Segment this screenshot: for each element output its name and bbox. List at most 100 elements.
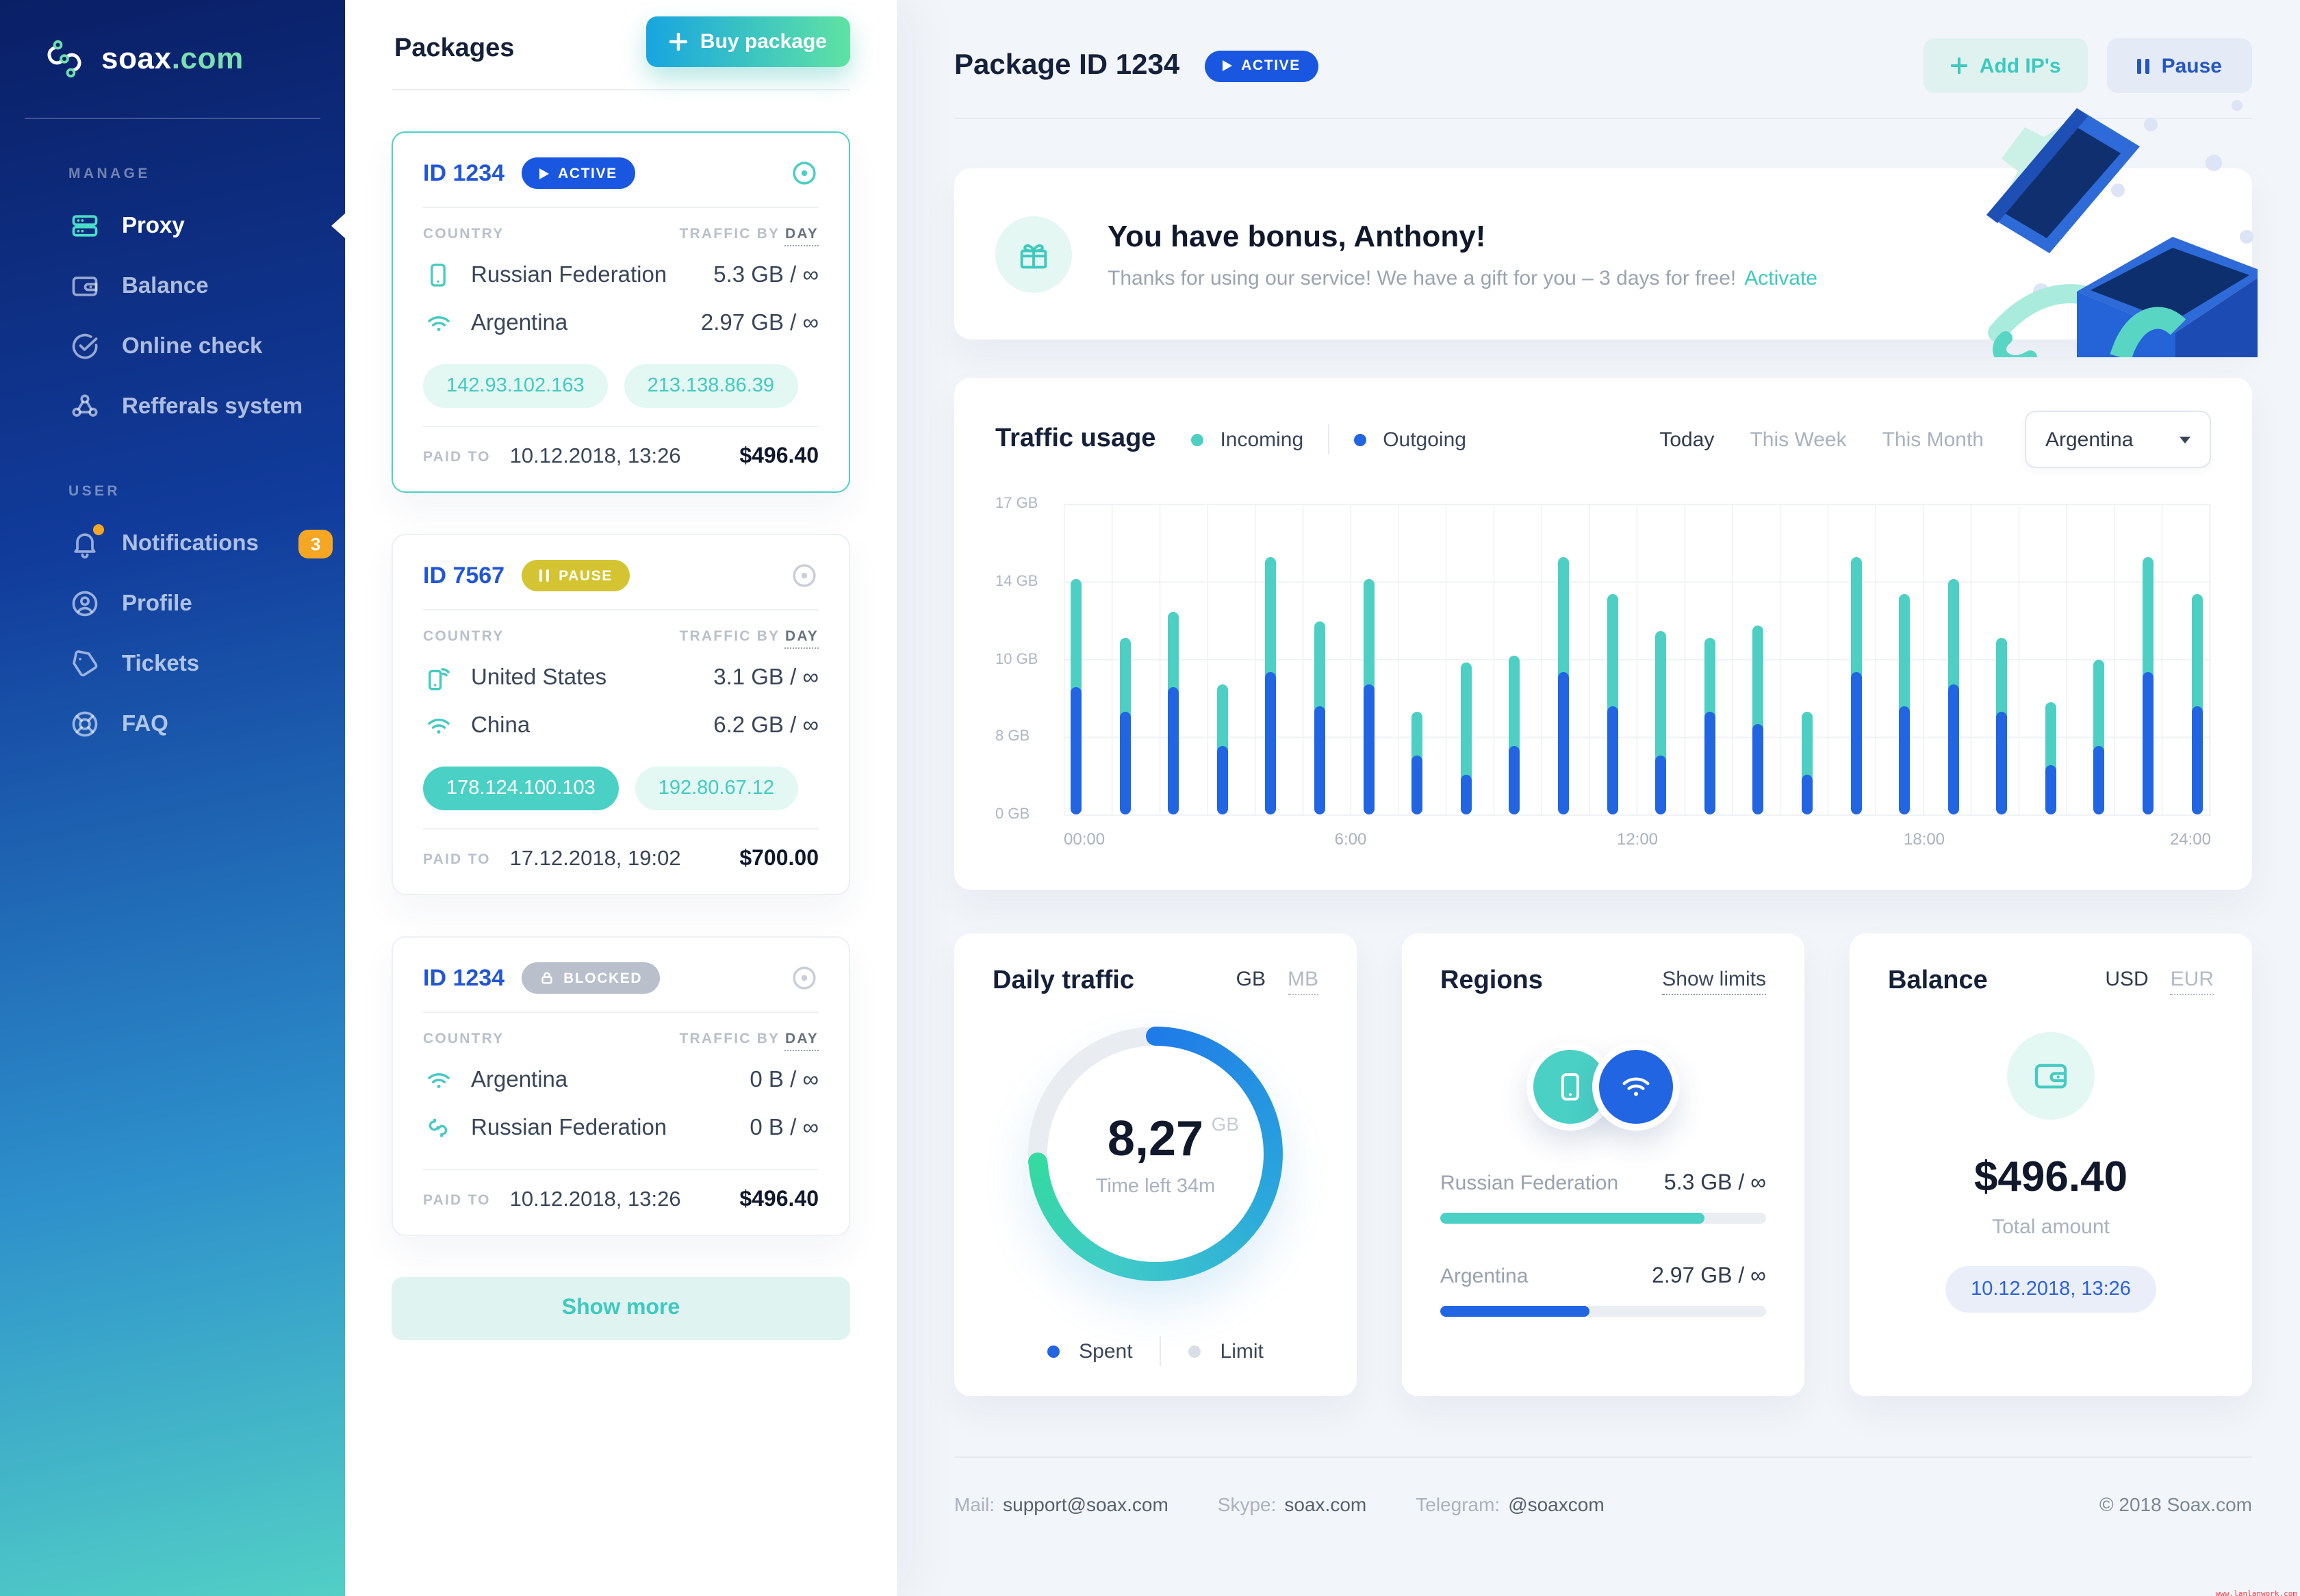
copyright: © 2018 Soax.com <box>2099 1493 2252 1515</box>
traffic-mode-toggle[interactable]: DAY <box>784 226 819 246</box>
tab-this-week[interactable]: This Week <box>1750 428 1847 451</box>
country-column-label: COUNTRY <box>423 628 504 645</box>
footer-telegram: Telegram: @soaxcom <box>1416 1493 1605 1515</box>
outgoing-legend-label: Outgoing <box>1383 428 1466 451</box>
currency-usd-toggle[interactable]: USD <box>2105 968 2149 991</box>
region-name: Russian Federation <box>1440 1172 1619 1195</box>
ip-chip[interactable]: 192.80.67.12 <box>635 767 798 810</box>
wifi-icon <box>423 1065 453 1095</box>
tab-today[interactable]: Today <box>1659 428 1715 451</box>
mobile-icon <box>423 260 453 290</box>
activate-link[interactable]: Activate <box>1744 266 1817 289</box>
play-icon <box>1222 60 1232 71</box>
traffic-column-label: TRAFFIC BY DAY <box>679 1031 819 1051</box>
traffic-mode-toggle[interactable]: DAY <box>784 1031 819 1051</box>
traffic-usage-title: Traffic usage <box>995 424 1156 453</box>
traffic-bar <box>1607 504 1618 814</box>
mail-link[interactable]: support@soax.com <box>1003 1493 1168 1515</box>
sidebar-item-label: Refferals system <box>122 394 303 418</box>
sidebar-section-user: USER <box>68 483 120 500</box>
country-row: United States 3.1 GB / ∞ <box>423 662 819 693</box>
chart-bars <box>1064 504 2210 814</box>
wallet-icon <box>68 270 101 303</box>
telegram-link[interactable]: @soaxcom <box>1508 1493 1605 1515</box>
skype-link[interactable]: soax.com <box>1284 1493 1367 1515</box>
spent-legend-dot <box>1047 1345 1060 1357</box>
ip-chip[interactable]: 142.93.102.163 <box>423 364 608 408</box>
sidebar-item-tickets[interactable]: Tickets <box>0 634 345 694</box>
unit-mb-toggle[interactable]: MB <box>1288 968 1318 995</box>
header-divider <box>954 118 2252 119</box>
package-card-blocked[interactable]: ID 1234 BLOCKED COUNTRY TRAFFIC BY DAY A… <box>392 936 850 1236</box>
x-axis: 00:00 6:00 12:00 18:00 24:00 <box>1064 829 2211 865</box>
show-limits-link[interactable]: Show limits <box>1662 968 1766 995</box>
buy-package-button[interactable]: Buy package <box>646 16 850 67</box>
package-card-active[interactable]: ID 1234 ACTIVE COUNTRY TRAFFIC BY DAY Ru… <box>392 131 850 493</box>
mobile-wifi-icon <box>423 662 453 693</box>
divider <box>423 828 819 829</box>
divider <box>423 609 819 610</box>
pause-package-button[interactable]: Pause <box>2107 38 2252 93</box>
traffic-bar <box>1363 504 1375 814</box>
country-traffic: 0 B / ∞ <box>750 1115 819 1140</box>
sidebar-item-proxy[interactable]: Proxy <box>0 196 345 256</box>
ip-chip[interactable]: 213.138.86.39 <box>624 364 798 408</box>
country-row: Argentina 0 B / ∞ <box>423 1065 819 1095</box>
plus-icon <box>669 33 688 51</box>
notification-badge: 3 <box>298 529 333 558</box>
sidebar-divider <box>25 118 320 119</box>
unit-gb-toggle[interactable]: GB <box>1236 968 1266 991</box>
notification-dot <box>93 524 104 535</box>
tab-this-month[interactable]: This Month <box>1882 428 1984 451</box>
logo[interactable]: soax.com <box>0 0 345 112</box>
region-select[interactable]: Argentina <box>2025 411 2211 468</box>
traffic-bar <box>1655 504 1667 814</box>
traffic-bar <box>2143 504 2154 814</box>
package-select-radio[interactable] <box>790 159 819 188</box>
legend-separator <box>1160 1336 1162 1366</box>
sidebar: soax.com MANAGE Proxy Balance <box>0 0 345 1596</box>
package-id: ID 1234 <box>423 159 505 185</box>
region-progress-bar <box>1440 1213 1766 1224</box>
lock-icon <box>539 970 554 986</box>
sidebar-item-notifications[interactable]: Notifications 3 <box>0 513 345 574</box>
wifi-icon <box>423 308 453 338</box>
user-icon <box>68 587 101 620</box>
wifi-icon <box>423 710 453 741</box>
balance-card: Balance USD EUR $496.40 Total amount 10. <box>1850 934 2252 1396</box>
sidebar-item-refferals[interactable]: Refferals system <box>0 376 345 437</box>
wallet-icon <box>2007 1032 2095 1120</box>
tag-icon <box>68 647 101 680</box>
balance-title: Balance <box>1888 966 1988 995</box>
traffic-mode-toggle[interactable]: DAY <box>784 628 819 649</box>
paid-date: 10.12.2018, 13:26 <box>509 445 681 468</box>
package-card-pause[interactable]: ID 7567 PAUSE COUNTRY TRAFFIC BY DAY Uni… <box>392 534 850 895</box>
paid-to-label: PAID TO <box>423 851 491 868</box>
x-axis-tick: 00:00 <box>1064 829 1106 849</box>
country-name: Argentina <box>471 310 568 335</box>
traffic-bar <box>2093 504 2105 814</box>
add-ips-button[interactable]: Add IP's <box>1923 38 2088 93</box>
traffic-bar <box>1314 504 1325 814</box>
limit-legend-dot <box>1188 1345 1201 1357</box>
ip-chip-selected[interactable]: 178.124.100.103 <box>423 767 619 810</box>
balance-date-pill: 10.12.2018, 13:26 <box>1945 1266 2157 1313</box>
traffic-bar <box>1509 504 1520 814</box>
show-more-button[interactable]: Show more <box>392 1277 850 1340</box>
soax-logo-icon <box>41 36 88 82</box>
sidebar-item-balance[interactable]: Balance <box>0 256 345 316</box>
lifebuoy-icon <box>68 708 101 741</box>
country-traffic: 5.3 GB / ∞ <box>713 262 819 287</box>
sidebar-item-profile[interactable]: Profile <box>0 574 345 634</box>
daily-traffic-value: 8,27 GB <box>1107 1110 1240 1166</box>
currency-eur-toggle[interactable]: EUR <box>2170 968 2214 995</box>
status-badge-active: ACTIVE <box>521 157 635 189</box>
package-select-radio[interactable] <box>790 964 819 992</box>
sidebar-item-online-check[interactable]: Online check <box>0 316 345 376</box>
sidebar-item-label: Online check <box>122 333 263 358</box>
package-select-radio[interactable] <box>790 561 819 590</box>
sidebar-item-faq[interactable]: FAQ <box>0 694 345 754</box>
y-axis-tick: 8 GB <box>995 728 1030 745</box>
paid-to-label: PAID TO <box>423 449 491 465</box>
sidebar-item-label: FAQ <box>122 711 168 736</box>
